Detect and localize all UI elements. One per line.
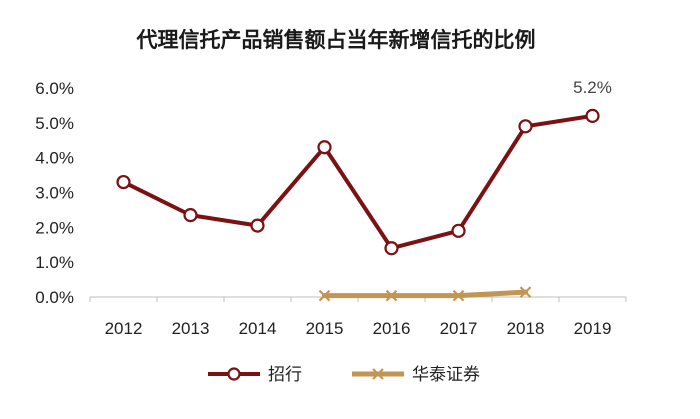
data-point (250, 218, 265, 233)
legend-marker (227, 367, 241, 381)
data-point (317, 140, 332, 155)
y-tick-label: 3.0% (35, 184, 74, 203)
x-axis: 2012 2013 2014 2015 2016 2017 2018 2019 (89, 296, 627, 338)
data-point (519, 286, 532, 298)
legend: 招行 华泰证券 (208, 365, 480, 385)
legend-label: 招行 (268, 365, 302, 385)
y-tick-label: 1.0% (35, 253, 74, 272)
data-labels: 5.2% (573, 78, 612, 97)
data-label: 5.2% (573, 78, 612, 97)
legend-label: 华泰证券 (412, 365, 480, 385)
chart-title: 代理信托产品销售额占当年新增信托的比例 (136, 28, 536, 52)
y-tick-label: 0.0% (35, 288, 74, 307)
data-point (451, 223, 466, 238)
x-tick-label: 2019 (574, 319, 612, 338)
series-line-1 (322, 289, 528, 299)
data-point (452, 289, 465, 302)
legend-marker (372, 368, 384, 380)
x-tick-label: 2012 (105, 319, 143, 338)
x-tick-label: 2017 (440, 319, 478, 338)
series-line-0 (121, 113, 595, 251)
y-tick-label: 5.0% (35, 114, 74, 133)
y-tick-label: 6.0% (35, 79, 74, 98)
data-point (116, 174, 131, 190)
data-point (518, 119, 533, 134)
data-point (585, 108, 600, 123)
y-tick-label: 4.0% (35, 149, 74, 168)
data-point (384, 241, 399, 256)
x-tick-label: 2013 (172, 319, 210, 338)
x-tick-label: 2018 (507, 319, 545, 338)
x-tick-label: 2016 (373, 319, 411, 338)
data-point (385, 289, 398, 302)
legend-item: 华泰证券 (352, 365, 480, 385)
data-point (318, 289, 331, 302)
x-tick-label: 2014 (239, 319, 277, 338)
y-tick-label: 2.0% (35, 218, 74, 237)
y-axis: 0.0% 1.0% 2.0% 3.0% 4.0% 5.0% 6.0% (35, 79, 74, 307)
x-tick-label: 2015 (306, 319, 344, 338)
data-point (183, 208, 198, 223)
legend-item: 招行 (208, 365, 302, 385)
plot-area (116, 108, 600, 302)
